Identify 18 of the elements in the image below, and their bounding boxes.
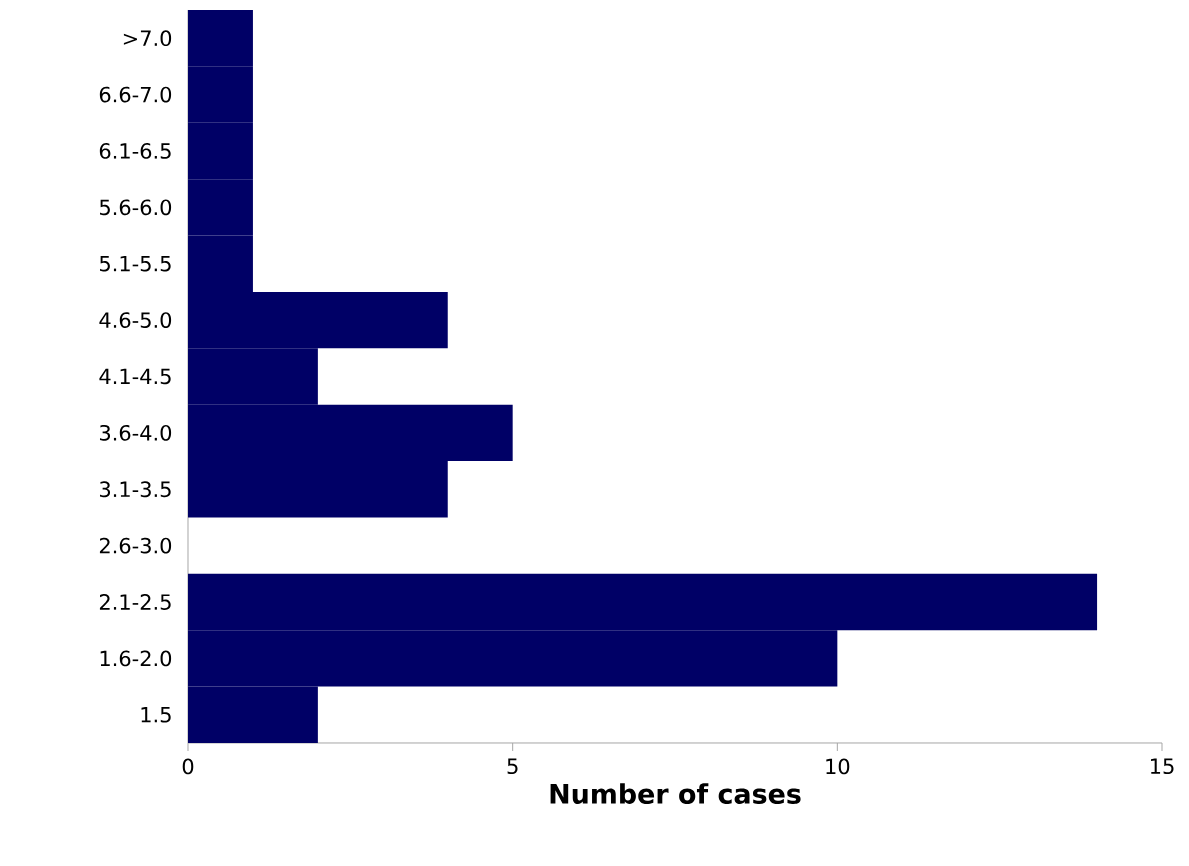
y-tick-label: 2.1-2.5 [99,594,171,610]
y-tick-label: 2.6-3.0 [99,537,172,554]
y-tick-label: 1.6-2.0 [100,650,172,667]
y-tick-label: >7.0 [123,30,172,47]
y-tick-label: 6.1-6.5 [99,143,171,159]
y-tick-label: 5.1-5.5 [100,255,171,272]
y-tick-label: 1.5 [141,707,171,723]
y-tick-label: 4.1-4.5 [99,368,171,385]
y-tick-label: 3.6-4.0 [99,424,172,441]
y-tick-label: 5.6-6.0 [100,199,172,216]
x-tick-label: 15 [1151,758,1174,775]
y-tick-label: 4.6-5.0 [99,312,172,329]
y-tick-label: 6.6-7.0 [99,86,172,103]
x-tick-label: 5 [507,758,518,775]
x-axis-title: Number of cases [550,783,801,804]
x-tick-label: 10 [826,758,850,775]
y-tick-label: 3.1-3.5 [99,481,171,498]
x-tick-label: 0 [182,758,194,775]
